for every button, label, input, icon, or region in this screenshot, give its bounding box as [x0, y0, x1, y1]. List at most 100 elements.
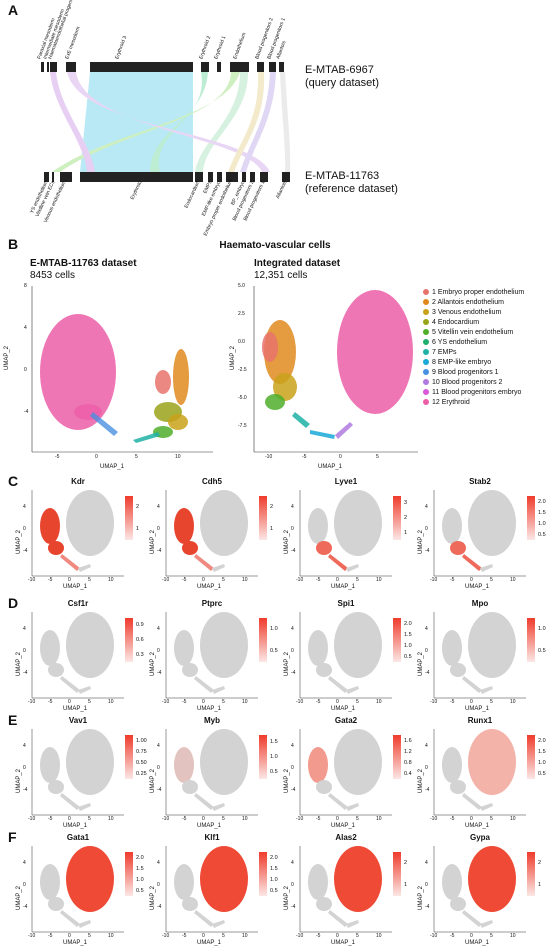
- feature-xtick: 10: [108, 933, 114, 939]
- feature-ytick: 4: [23, 626, 26, 632]
- feature-xtick: -5: [450, 933, 455, 939]
- feature-xtick: 0: [68, 699, 71, 705]
- feature-xlabel: UMAP_1: [331, 823, 356, 829]
- feature-ylabel: UMAP_2: [418, 529, 424, 554]
- colorbar-tick: 0.6: [136, 637, 144, 643]
- feature-ytick: 0: [23, 882, 26, 888]
- feature-ylabel: UMAP_2: [284, 529, 290, 554]
- colorbar-tick: 0.4: [404, 771, 412, 777]
- feature-umap-ptprc: [165, 612, 258, 699]
- legend-swatch: [423, 299, 429, 305]
- query-dataset-role: (query dataset): [305, 77, 379, 89]
- colorbar-myb: [259, 735, 267, 779]
- colorbar-tick: 2: [538, 860, 542, 866]
- colorbar-tick: 0.9: [136, 622, 144, 628]
- legend-item: 7 EMPs: [423, 347, 524, 357]
- gene-title-gata2: Gata2: [334, 716, 358, 725]
- legend-swatch: [423, 289, 429, 295]
- feature-xtick: 10: [510, 699, 516, 705]
- feature-xtick: 0: [336, 577, 339, 583]
- feature-ytick: 0: [23, 526, 26, 532]
- feature-xlabel: UMAP_1: [197, 584, 222, 590]
- feature-ytick: -4: [23, 787, 28, 793]
- feature-ylabel: UMAP_2: [150, 885, 156, 910]
- feature-umap-csf1r: [31, 612, 124, 699]
- feature-umap-mpo: [433, 612, 526, 699]
- feature-ytick: 4: [425, 743, 428, 749]
- gene-title-ptprc: Ptprc: [201, 599, 223, 608]
- legend-label: 7 EMPs: [432, 348, 457, 356]
- feature-umap-klf1: [165, 846, 258, 933]
- left-umap-ytick: 4: [24, 325, 27, 331]
- feature-xtick: 5: [490, 699, 493, 705]
- feature-ytick: 4: [291, 743, 294, 749]
- legend-label: 2 Allantois endothelium: [432, 298, 504, 306]
- colorbar-tick: 2.0: [538, 499, 546, 505]
- left-umap-xlabel: UMAP_1: [100, 464, 125, 470]
- colorbar-spi1: [393, 618, 401, 662]
- feature-ylabel: UMAP_2: [284, 651, 290, 676]
- feature-ytick: 4: [291, 860, 294, 866]
- feature-ytick: -4: [157, 787, 162, 793]
- feature-ytick: -4: [425, 904, 430, 910]
- feature-ytick: -4: [291, 904, 296, 910]
- feature-xtick: 0: [336, 699, 339, 705]
- feature-xtick: 5: [490, 816, 493, 822]
- feature-ytick: 0: [157, 765, 160, 771]
- alluvial-flows: [50, 72, 291, 172]
- panel-b-letter: B: [8, 236, 19, 252]
- colorbar-tick: 0.5: [136, 888, 144, 894]
- feature-ytick: -4: [291, 548, 296, 554]
- feature-xtick: 0: [202, 699, 205, 705]
- gene-title-alas2: Alas2: [335, 833, 357, 842]
- colorbar-tick: 1.5: [270, 866, 278, 872]
- feature-ytick: 0: [291, 648, 294, 654]
- colorbar-tick: 1.0: [270, 626, 278, 632]
- feature-xtick: -10: [28, 699, 36, 705]
- colorbar-klf1: [259, 852, 267, 896]
- colorbar-tick: 1: [404, 882, 408, 888]
- feature-ylabel: UMAP_2: [16, 529, 22, 554]
- feature-umap-alas2: [299, 846, 392, 933]
- left-umap-title: E-MTAB-11763 dataset: [30, 258, 137, 269]
- feature-ytick: 4: [157, 626, 160, 632]
- feature-xtick: -10: [28, 933, 36, 939]
- gene-title-gypa: Gypa: [469, 833, 490, 842]
- legend-label: 12 Erythroid: [432, 398, 470, 406]
- feature-ytick: 4: [23, 743, 26, 749]
- feature-xtick: 5: [490, 933, 493, 939]
- feature-xtick: -5: [316, 933, 321, 939]
- gene-title-myb: Myb: [204, 716, 220, 725]
- colorbar-tick: 2.0: [538, 738, 546, 744]
- legend-label: 3 Venous endothelium: [432, 308, 502, 316]
- legend-label: 9 Blood progenitors 1: [432, 368, 499, 376]
- feature-xtick: 10: [376, 933, 382, 939]
- colorbar-tick: 1.6: [404, 738, 412, 744]
- left-umap-ytick: 8: [24, 283, 27, 289]
- feature-xtick: 5: [356, 816, 359, 822]
- legend-item: 6 YS endothelium: [423, 337, 524, 347]
- feature-xtick: 5: [88, 933, 91, 939]
- right-umap-xlabel: UMAP_1: [318, 464, 343, 470]
- left-umap-ylabel: UMAP_2: [4, 345, 10, 370]
- feature-ytick: -4: [291, 787, 296, 793]
- legend-label: 6 YS endothelium: [432, 338, 488, 346]
- feature-ytick: 0: [291, 882, 294, 888]
- feature-umap-myb: [165, 729, 258, 816]
- colorbar-tick: 0.5: [270, 648, 278, 654]
- gene-title-csf1r: Csf1r: [67, 599, 89, 608]
- feature-xtick: 5: [356, 933, 359, 939]
- right-umap-xtick: -10: [265, 454, 273, 460]
- colorbar-stab2: [527, 496, 535, 540]
- right-umap-xtick: -5: [302, 454, 307, 460]
- feature-ytick: -4: [157, 670, 162, 676]
- colorbar-tick: 1: [270, 526, 274, 532]
- left-umap-ytick: -4: [24, 409, 29, 415]
- colorbar-ptprc: [259, 618, 267, 662]
- feature-ytick: 0: [157, 648, 160, 654]
- feature-ylabel: UMAP_2: [150, 651, 156, 676]
- feature-ytick: 4: [157, 743, 160, 749]
- feature-umap-runx1: [433, 729, 526, 816]
- colorbar-tick: 0.5: [538, 771, 546, 777]
- feature-umap-gypa: [433, 846, 526, 933]
